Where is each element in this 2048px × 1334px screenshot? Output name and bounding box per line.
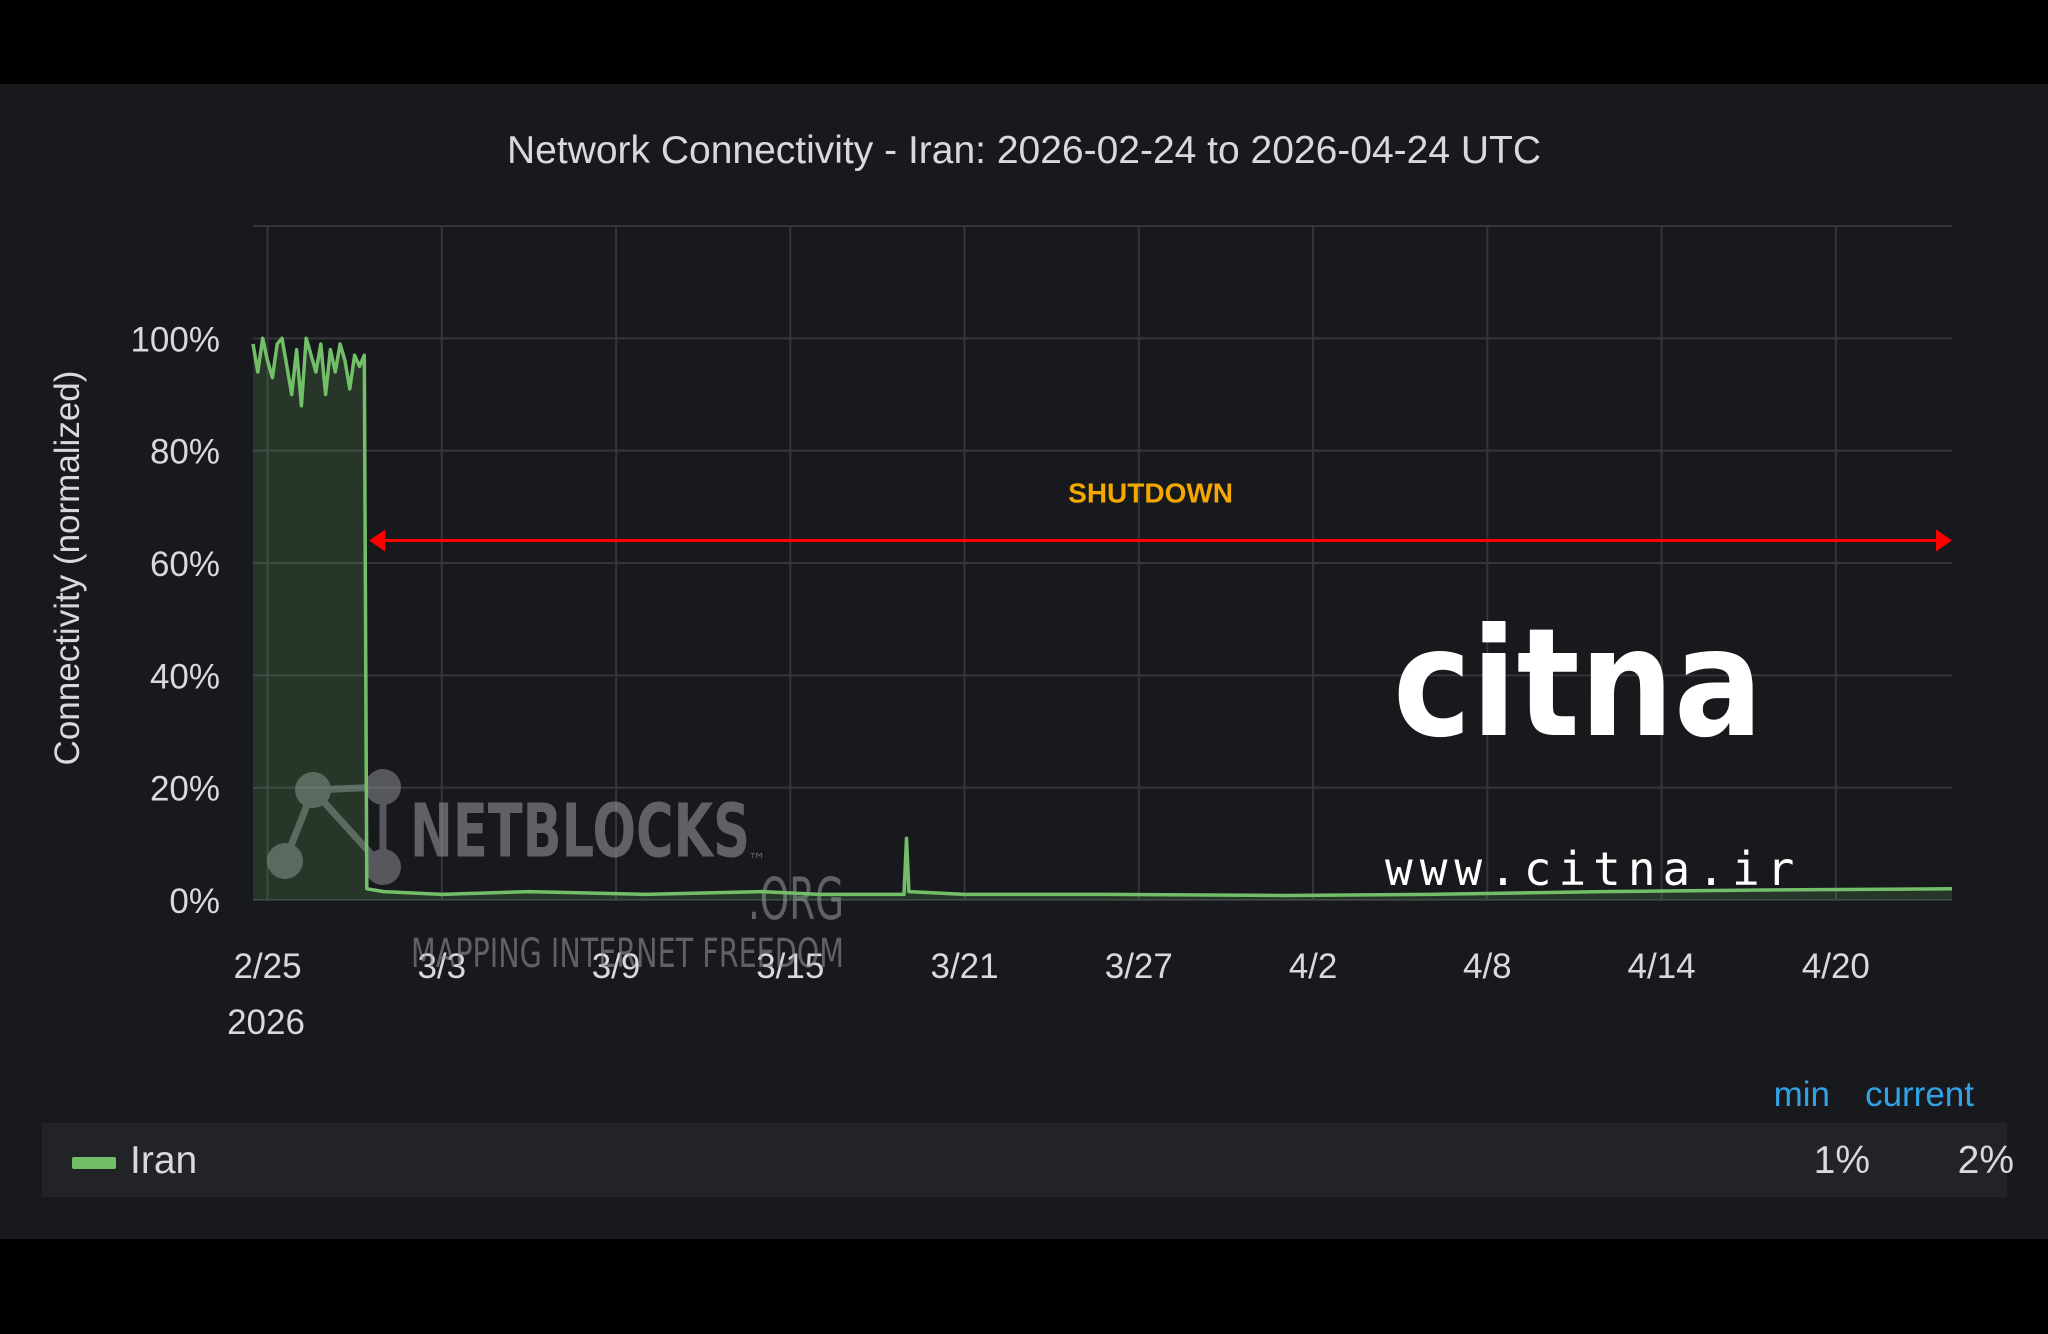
citna-logo: citna: [1393, 597, 1763, 771]
x-tick-label: 3/21: [930, 947, 998, 986]
y-tick-label: 40%: [150, 657, 220, 696]
connectivity-chart: Network Connectivity - Iran: 2026-02-24 …: [48, 129, 1953, 1042]
netblocks-tm: ™: [748, 850, 766, 871]
y-tick-label: 20%: [150, 770, 220, 809]
graph-panel: Network Connectivity - Iran: 2026-02-24 …: [0, 84, 2048, 1239]
legend-row-iran[interactable]: Iran 1% 2%: [42, 1123, 2014, 1197]
netblocks-watermark: NETBLOCKS .ORG ™ MAPPING INTERNET FREEDO…: [267, 769, 844, 977]
netblocks-name: NETBLOCKS: [410, 787, 750, 874]
y-axis-label: Connectivity (normalized): [48, 371, 87, 766]
x-tick-label: 4/2: [1289, 947, 1338, 986]
y-tick-label: 60%: [150, 545, 220, 584]
shutdown-arrow-head-right: [1936, 529, 1952, 552]
legend-header-current[interactable]: current: [1865, 1075, 1974, 1114]
x-tick-label: 3/3: [417, 947, 466, 986]
netblocks-suffix: .ORG: [748, 865, 844, 933]
chart-title: Network Connectivity - Iran: 2026-02-24 …: [507, 129, 1541, 172]
netblocks-tagline: MAPPING INTERNET FREEDOM: [411, 931, 844, 977]
x-axis-year-label: 2026: [227, 1003, 305, 1042]
legend-value-min: 1%: [1813, 1139, 1870, 1182]
x-tick-label: 3/15: [756, 947, 824, 986]
series-line-iran: [251, 336, 1953, 898]
shutdown-label: SHUTDOWN: [1068, 478, 1233, 509]
x-tick-label: 2/25: [233, 947, 301, 986]
legend-header-min[interactable]: min: [1773, 1075, 1830, 1114]
x-tick-label: 3/9: [592, 947, 641, 986]
y-ticks: 0% 20% 40% 60% 80% 100%: [130, 320, 220, 921]
y-tick-label: 100%: [130, 320, 220, 359]
legend-series-name[interactable]: Iran: [130, 1139, 198, 1182]
x-tick-label: 4/8: [1463, 947, 1512, 986]
netblocks-logo-icon: [267, 769, 401, 885]
shutdown-arrow-head-left: [369, 529, 386, 552]
grid: [253, 225, 1952, 901]
legend-value-current: 2%: [1957, 1139, 2014, 1182]
y-tick-label: 0%: [169, 882, 220, 921]
y-tick-label: 80%: [150, 433, 220, 472]
x-tick-label: 4/20: [1802, 947, 1870, 986]
citna-logo-text: citna: [1393, 597, 1763, 771]
x-ticks: 2/25 3/3 3/9 3/15 3/21 3/27 4/2 4/8 4/14 4/20: [233, 947, 1869, 986]
shutdown-annotation: SHUTDOWN: [369, 478, 1952, 552]
x-tick-label: 3/27: [1105, 947, 1173, 986]
citna-url: www.citna.ir: [1385, 842, 1802, 896]
x-tick-label: 4/14: [1628, 947, 1696, 986]
legend-swatch-iran: [72, 1157, 116, 1169]
